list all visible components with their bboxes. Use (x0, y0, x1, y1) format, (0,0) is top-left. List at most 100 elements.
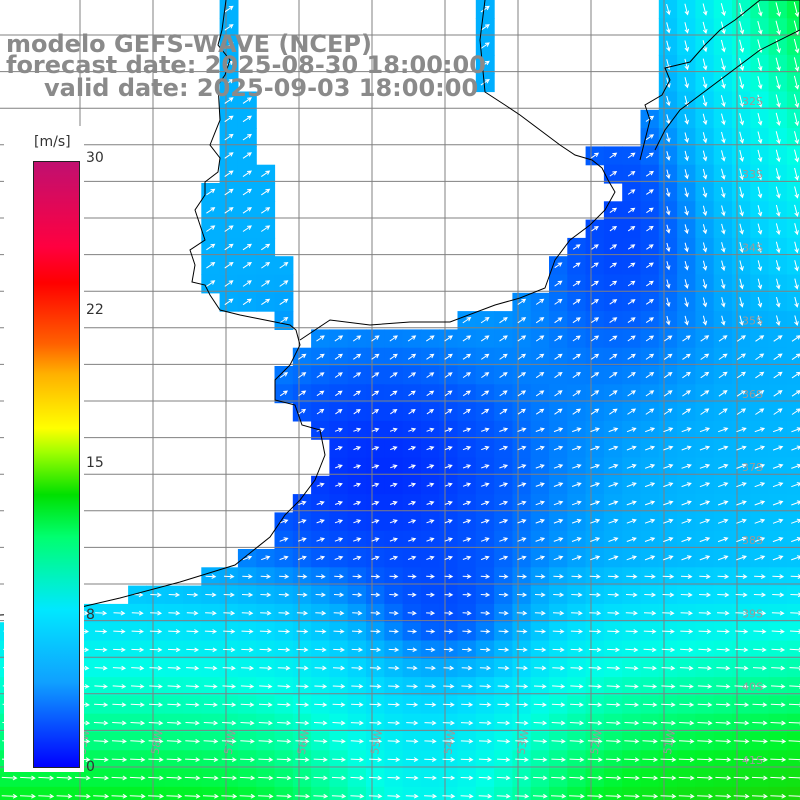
wind-arrow (278, 610, 290, 616)
wind-arrow (590, 518, 601, 524)
wind-arrow (771, 610, 785, 616)
wind-arrow (609, 171, 618, 177)
wind-arrow (223, 629, 236, 634)
wind-arrow (480, 592, 491, 598)
wind-arrow (313, 775, 328, 781)
wind-arrow (702, 113, 708, 126)
wind-arrow (662, 592, 675, 598)
wind-arrow (368, 793, 383, 799)
wind-arrow (316, 555, 326, 561)
wind-speed-cell (494, 786, 513, 800)
wind-arrow (736, 500, 747, 506)
wind-arrow (112, 720, 127, 726)
wind-speed-cell (201, 786, 221, 800)
wind-arrow (279, 555, 289, 561)
wind-arrow (517, 445, 527, 451)
wind-arrow (570, 702, 584, 708)
wind-arrow (350, 738, 364, 744)
wind-arrow (645, 170, 654, 177)
wind-arrow (791, 500, 800, 506)
wind-speed-cell (146, 786, 166, 800)
wind-speed-cell (786, 366, 800, 385)
wind-arrow (534, 610, 546, 616)
wind-arrow (788, 757, 800, 762)
wind-arrow (699, 427, 711, 433)
wind-arrow (462, 592, 472, 598)
wind-arrow (206, 188, 216, 196)
wind-arrow (757, 20, 763, 35)
wind-arrow (682, 390, 691, 397)
wind-arrow (775, 112, 781, 127)
wind-arrow (425, 665, 436, 671)
wind-arrow (794, 296, 799, 308)
wind-arrow (681, 500, 692, 506)
wind-arrow (351, 702, 364, 708)
wind-arrow (129, 775, 146, 781)
wind-arrow (389, 335, 398, 342)
wind-arrow (351, 629, 363, 634)
wind-arrow (720, 315, 726, 326)
wind-arrow (663, 555, 674, 561)
wind-arrow (480, 5, 490, 13)
wind-arrow (681, 482, 692, 488)
wind-arrow (241, 610, 254, 616)
wind-speed-cell (219, 786, 239, 800)
wind-arrow (93, 757, 109, 762)
wind-arrow (277, 702, 291, 708)
wind-arrow (533, 757, 548, 762)
coastline (639, 0, 800, 161)
wind-arrow (591, 226, 599, 232)
wind-arrow (702, 168, 708, 180)
wind-arrow (627, 408, 637, 415)
wind-arrow (535, 317, 545, 324)
wind-arrow (239, 775, 256, 781)
wind-arrow (702, 297, 708, 308)
wind-arrow (224, 207, 234, 214)
wind-arrow (334, 372, 343, 378)
wind-arrow (314, 629, 327, 634)
wind-arrow (627, 372, 636, 379)
wind-speed-cell (786, 786, 800, 800)
wind-arrow (757, 131, 763, 145)
wind-speed-cell (329, 786, 349, 800)
wind-arrow (480, 317, 490, 324)
wind-arrow (734, 647, 749, 653)
wind-arrow (389, 592, 399, 598)
wind-arrow (661, 647, 676, 653)
wind-arrow (606, 665, 621, 671)
wind-arrow (186, 647, 200, 653)
wind-arrow (665, 151, 671, 161)
wind-arrow (408, 537, 417, 542)
wind-arrow (775, 94, 781, 108)
wind-arrow (553, 518, 564, 524)
wind-arrow (240, 738, 255, 744)
wind-arrow (606, 720, 621, 726)
wind-arrow (444, 427, 453, 433)
wind-arrow (772, 555, 784, 561)
wind-arrow (481, 500, 490, 506)
wind-speed-cell (786, 146, 800, 166)
wind-arrow (497, 702, 511, 708)
wind-arrow (625, 629, 639, 634)
wind-arrow (702, 132, 708, 144)
wind-arrow (627, 152, 636, 159)
wind-arrow (130, 702, 145, 708)
wind-arrow (666, 114, 671, 125)
wind-arrow (258, 793, 274, 799)
coastline (0, 0, 326, 616)
wind-arrow (698, 610, 712, 616)
wind-arrow (757, 2, 763, 17)
wind-arrow (757, 149, 763, 163)
wind-arrow (607, 592, 620, 598)
wind-arrow (279, 390, 288, 397)
wind-arrow (678, 738, 695, 744)
wind-speed-cell (786, 530, 800, 550)
wind-arrow (93, 775, 110, 781)
wind-arrow (702, 3, 708, 16)
wind-arrow (591, 280, 599, 287)
wind-arrow (589, 610, 602, 616)
wind-arrow (552, 610, 565, 616)
wind-arrow (260, 592, 272, 598)
wind-arrow (607, 629, 620, 634)
wind-arrow (497, 757, 511, 762)
